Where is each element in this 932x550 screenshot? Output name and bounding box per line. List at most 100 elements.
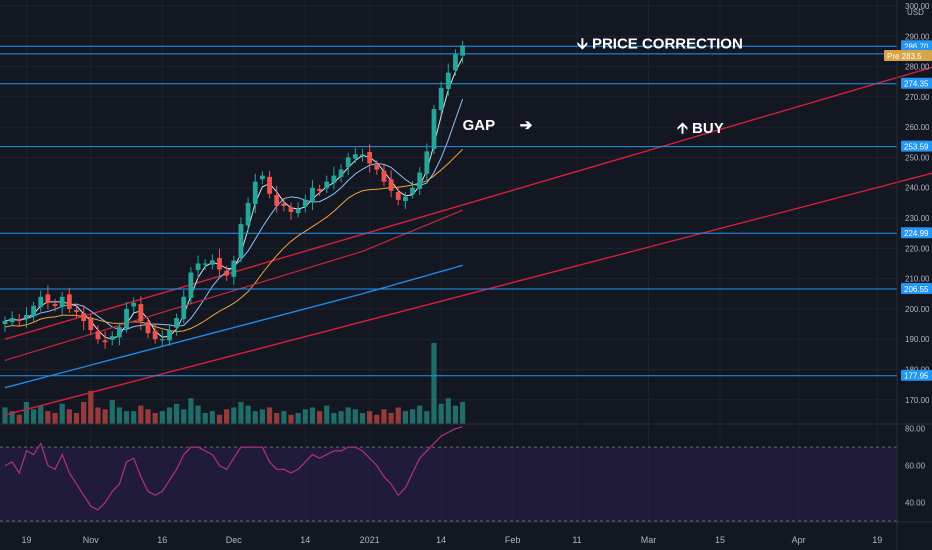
candle-body bbox=[338, 169, 344, 177]
volume-bar bbox=[438, 403, 444, 424]
volume-bar bbox=[445, 398, 451, 424]
time-tick-label: 15 bbox=[715, 535, 725, 545]
trendlines bbox=[4, 66, 932, 416]
annotations: GAP ➔ 🡫 PRICE CORRECTION 🡩 BUY bbox=[463, 35, 743, 137]
volume-bar bbox=[302, 409, 308, 424]
time-tick-label: 16 bbox=[157, 535, 167, 545]
candle-body bbox=[281, 203, 287, 206]
candlesticks bbox=[2, 40, 465, 349]
time-tick-label: Feb bbox=[505, 535, 521, 545]
candle-body bbox=[388, 179, 394, 191]
volume-bar bbox=[402, 411, 408, 424]
rsi-tick-label: 60.00 bbox=[905, 462, 926, 471]
volume-bar bbox=[81, 401, 87, 424]
time-tick-label: 14 bbox=[300, 535, 310, 545]
candle-body bbox=[410, 187, 415, 195]
volume-bar bbox=[288, 414, 294, 424]
price-tick-label: 270.00 bbox=[905, 93, 930, 102]
candle-body bbox=[238, 224, 244, 259]
volume-bar bbox=[131, 411, 137, 424]
volume-bar bbox=[417, 405, 423, 424]
price-tick-label: 220.00 bbox=[905, 244, 930, 253]
time-tick-label: 14 bbox=[436, 535, 446, 545]
ma-200-line bbox=[4, 209, 463, 361]
volume-bar bbox=[224, 409, 230, 424]
chart-grid bbox=[0, 0, 897, 521]
price-tick-label: 290.00 bbox=[905, 32, 930, 41]
volume-bar bbox=[188, 398, 194, 424]
candle-body bbox=[16, 319, 22, 322]
level-label: 253.59 bbox=[904, 143, 929, 152]
candle-body bbox=[145, 322, 151, 334]
time-tick-label: Nov bbox=[83, 535, 100, 545]
annotation-text: 🡫 PRICE CORRECTION bbox=[577, 35, 743, 52]
volume-bar bbox=[359, 412, 366, 424]
volume-bar bbox=[374, 414, 380, 424]
candle-body bbox=[267, 176, 272, 194]
candle-body bbox=[188, 272, 194, 298]
candle-body bbox=[38, 296, 44, 308]
rsi-tick-label: 80.00 bbox=[905, 425, 926, 434]
candle-body bbox=[381, 170, 387, 182]
candle-body bbox=[295, 208, 301, 214]
candle-body bbox=[95, 331, 101, 340]
volume-bar bbox=[66, 409, 72, 424]
candle-body bbox=[417, 172, 423, 189]
candle-body bbox=[403, 196, 408, 202]
trendline bbox=[4, 66, 932, 340]
volume-bar bbox=[45, 411, 51, 424]
time-tick-label: 11 bbox=[572, 535, 581, 545]
volume-bar bbox=[395, 407, 401, 424]
rsi-line bbox=[4, 426, 463, 511]
candle-body bbox=[81, 313, 87, 322]
candle-body bbox=[31, 305, 36, 317]
candle-body bbox=[438, 87, 444, 111]
volume-bar bbox=[238, 401, 244, 424]
candle-body bbox=[24, 314, 29, 319]
candle-body bbox=[117, 327, 122, 338]
level-label: 286.70 bbox=[904, 42, 929, 51]
price-tick-label: 240.00 bbox=[905, 184, 930, 193]
volume-bar bbox=[424, 411, 430, 424]
volume-bar bbox=[331, 412, 337, 424]
time-tick-label: 19 bbox=[872, 535, 882, 545]
candle-body bbox=[324, 181, 330, 189]
candle-body bbox=[367, 151, 373, 164]
price-tick-label: 170.00 bbox=[905, 396, 930, 405]
candle-body bbox=[252, 181, 258, 205]
price-tick-label: 210.00 bbox=[905, 275, 930, 284]
volume-bar bbox=[252, 411, 258, 424]
volume-bar bbox=[195, 405, 201, 424]
candle-body bbox=[217, 258, 222, 270]
volume-bar bbox=[59, 403, 65, 424]
candle-body bbox=[331, 175, 337, 183]
rsi-panel bbox=[0, 426, 897, 522]
volume-bar bbox=[109, 400, 115, 424]
price-tick-label: 300.00 bbox=[905, 2, 930, 11]
level-label: 274.35 bbox=[904, 80, 929, 89]
candle-body bbox=[345, 157, 351, 168]
candle-body bbox=[260, 175, 265, 180]
volume-bar bbox=[266, 407, 273, 424]
volume-bar bbox=[9, 411, 15, 424]
candle-body bbox=[45, 294, 51, 303]
candle-body bbox=[453, 54, 458, 71]
level-label: 206.55 bbox=[904, 285, 929, 294]
volume-bar bbox=[259, 409, 265, 424]
candle-body bbox=[288, 207, 294, 212]
price-tick-label: 260.00 bbox=[905, 123, 930, 132]
volume-bar bbox=[2, 407, 8, 424]
current-price-bg bbox=[884, 49, 932, 61]
time-tick-label: 2021 bbox=[360, 535, 380, 545]
level-label-bg bbox=[901, 283, 932, 295]
horizontal-levels bbox=[0, 45, 897, 377]
volume-bar bbox=[452, 405, 459, 424]
price-tick-label: 200.00 bbox=[905, 305, 930, 314]
level-label-bg bbox=[901, 77, 932, 89]
candle-body bbox=[274, 195, 280, 206]
candle-body bbox=[174, 317, 179, 328]
level-label-bg bbox=[901, 140, 932, 152]
candle-body bbox=[352, 154, 358, 159]
